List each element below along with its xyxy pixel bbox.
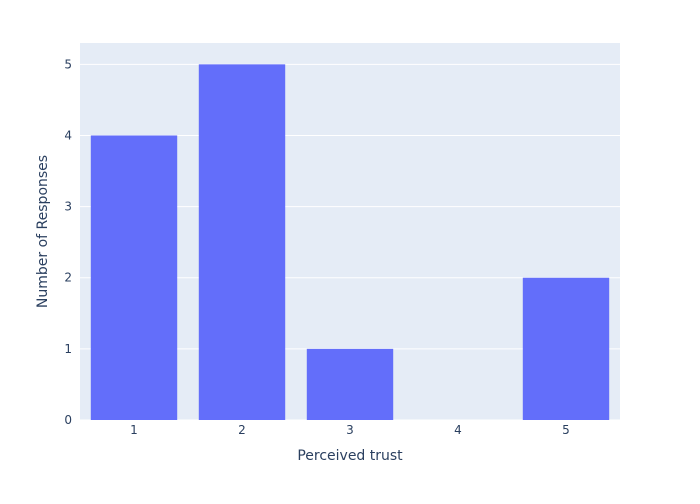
x-tick-label-2: 2 bbox=[238, 423, 246, 437]
bar-1 bbox=[90, 135, 178, 421]
x-axis-ticks: 1 2 3 4 5 bbox=[130, 423, 570, 437]
x-tick-label-1: 1 bbox=[130, 423, 138, 437]
y-tick-label-0: 0 bbox=[64, 413, 72, 427]
x-tick-label-3: 3 bbox=[346, 423, 354, 437]
y-axis-ticks: 0 1 2 3 4 5 bbox=[64, 57, 72, 427]
y-tick-label-4: 4 bbox=[64, 128, 72, 142]
x-tick-label-4: 4 bbox=[454, 423, 462, 437]
bar-2 bbox=[198, 64, 286, 420]
x-axis-title: Perceived trust bbox=[297, 448, 403, 464]
y-tick-label-3: 3 bbox=[64, 200, 72, 214]
y-tick-label-2: 2 bbox=[64, 271, 72, 285]
bars bbox=[90, 64, 610, 421]
x-tick-label-5: 5 bbox=[562, 423, 570, 437]
bar-5 bbox=[522, 277, 610, 420]
bar-3 bbox=[306, 348, 394, 420]
y-tick-label-5: 5 bbox=[64, 57, 72, 71]
y-axis-title: Number of Responses bbox=[35, 155, 51, 308]
y-tick-label-1: 1 bbox=[64, 342, 72, 356]
